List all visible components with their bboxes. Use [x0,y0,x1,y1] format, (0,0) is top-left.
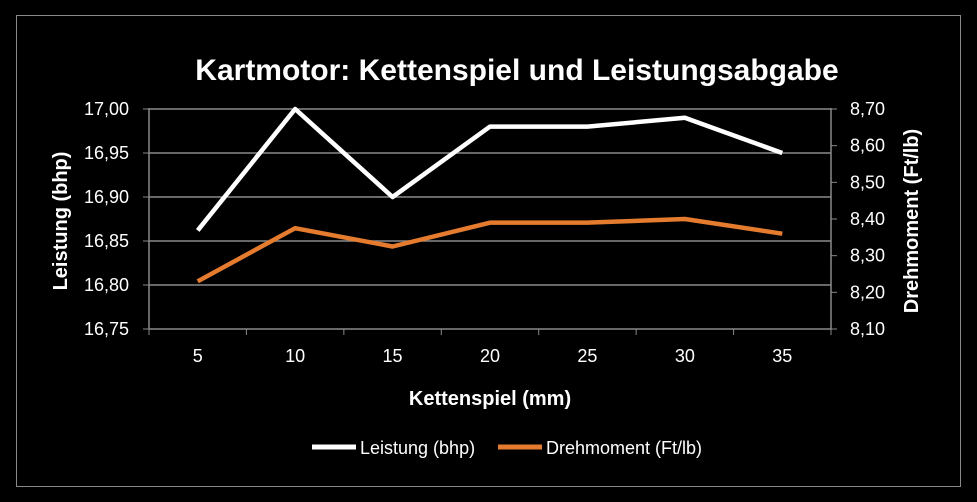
x-tick-label: 20 [480,346,500,366]
series-line-drehmoment [196,216,783,284]
left-axis-ticks: 16,75 16,80 16,85 16,90 16,95 17,00 [84,99,149,339]
right-tick-label: 8,60 [850,136,885,156]
x-tick-label: 30 [675,346,695,366]
legend: Leistung (bhp) Drehmoment (Ft/lb) [312,438,702,458]
right-axis-ticks: 8,10 8,20 8,30 8,40 8,50 8,60 8,70 [831,99,885,339]
right-tick-label: 8,30 [850,246,885,266]
x-tick-label: 10 [285,346,305,366]
x-tick-label: 5 [193,346,203,366]
series-line-leistung [195,106,784,232]
legend-label-leistung: Leistung (bhp) [360,438,475,458]
y-axis-label-left: Leistung (bhp) [50,152,72,291]
right-tick-label: 8,70 [850,99,885,119]
left-tick-label: 16,80 [84,275,129,295]
chart-border [16,15,961,487]
left-tick-label: 16,95 [84,143,129,163]
x-tick-label: 35 [772,346,792,366]
right-tick-label: 8,40 [850,209,885,229]
left-tick-label: 16,85 [84,231,129,251]
y-axis-label-right: Drehmoment (Ft/lb) [901,129,923,313]
left-tick-label: 16,90 [84,187,129,207]
axes [148,108,832,330]
right-tick-label: 8,10 [850,319,885,339]
x-axis-label: Kettenspiel (mm) [409,388,571,410]
series-lines [195,106,784,284]
legend-label-drehmoment: Drehmoment (Ft/lb) [546,438,702,458]
chart-title: Kartmotor: Kettenspiel und Leistungsabga… [195,54,838,87]
right-tick-label: 8,50 [850,172,885,192]
x-axis-ticks: 5 10 15 20 25 30 35 [148,329,832,366]
right-tick-label: 8,20 [850,282,885,302]
x-tick-label: 25 [577,346,597,366]
x-tick-label: 15 [383,346,403,366]
left-tick-label: 16,75 [84,319,129,339]
left-tick-label: 17,00 [84,99,129,119]
